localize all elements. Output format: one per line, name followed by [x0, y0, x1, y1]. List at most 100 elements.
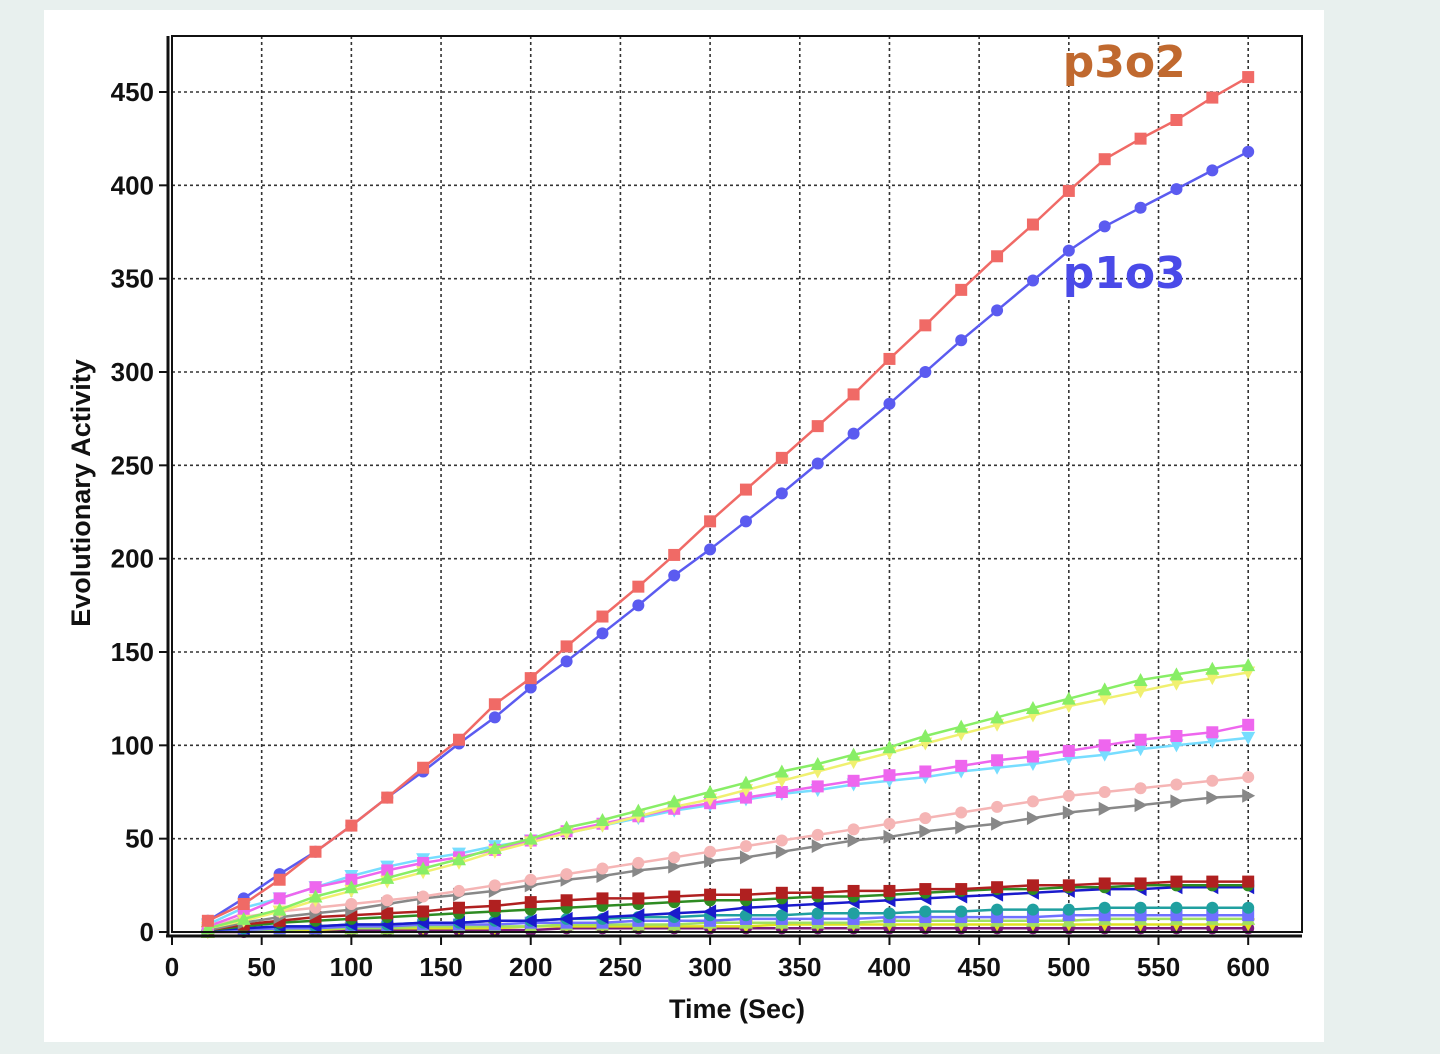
data-point: [738, 775, 753, 789]
y-axis-title: Evolutionary Activity: [66, 359, 96, 627]
data-point: [1206, 91, 1219, 104]
data-point: [1097, 692, 1112, 706]
data-point: [417, 905, 430, 918]
data-point: [883, 397, 896, 410]
data-point: [632, 580, 645, 593]
data-point: [774, 764, 789, 778]
data-point: [488, 711, 501, 724]
data-point: [1098, 739, 1111, 752]
data-point: [1169, 667, 1184, 681]
data-point: [631, 908, 645, 923]
data-point: [775, 487, 788, 500]
data-point: [847, 774, 860, 787]
data-point: [918, 729, 933, 742]
data-point: [883, 817, 896, 830]
x-tick-label: 50: [247, 952, 276, 982]
data-point: [559, 911, 573, 926]
data-point: [524, 873, 537, 886]
data-point: [1097, 748, 1112, 762]
data-point: [345, 819, 358, 832]
data-point: [990, 710, 1005, 724]
data-point: [883, 884, 896, 897]
data-point: [632, 856, 645, 869]
data-point: [668, 548, 681, 561]
data-point: [955, 820, 969, 835]
x-tick-label: 300: [688, 952, 731, 982]
data-point: [452, 901, 465, 914]
tick-labels: 0 50 100 150 200 250 300 350 400 450 500 550 600 0 50 1…: [111, 77, 1270, 982]
data-point: [739, 888, 752, 901]
data-point: [811, 839, 825, 854]
data-point: [955, 334, 968, 347]
data-point: [1134, 901, 1147, 914]
data-point: [811, 780, 824, 793]
data-point: [380, 870, 395, 884]
data-point: [1134, 733, 1147, 746]
x-tick-label: 200: [509, 952, 552, 982]
data-point: [632, 599, 645, 612]
data-point: [1098, 153, 1111, 166]
data-point: [487, 913, 501, 928]
data-point: [883, 769, 896, 782]
data-point: [309, 901, 322, 914]
data-point: [309, 881, 322, 894]
data-point: [919, 905, 932, 918]
data-point: [847, 388, 860, 401]
data-point: [1062, 805, 1076, 820]
data-point: [524, 672, 537, 685]
data-point: [1242, 771, 1255, 784]
data-point: [668, 890, 681, 903]
data-point: [1169, 739, 1184, 753]
data-point: [919, 812, 932, 825]
data-point: [1026, 795, 1039, 808]
data-point: [1170, 114, 1183, 126]
data-point: [524, 681, 537, 694]
data-point: [847, 427, 860, 440]
data-point: [955, 283, 968, 296]
data-point: [811, 457, 824, 470]
data-point: [1026, 879, 1039, 892]
data-point: [991, 800, 1004, 813]
data-point: [991, 881, 1004, 894]
plot-background: [172, 36, 1302, 932]
data-point: [1134, 877, 1147, 890]
data-point: [1097, 682, 1112, 696]
data-point: [381, 907, 394, 920]
data-point: [1205, 672, 1220, 686]
data-point: [1026, 811, 1040, 826]
data-point: [1133, 673, 1148, 686]
data-point: [847, 823, 860, 836]
chart-panel: 0 50 100 150 200 250 300 350 400 450 500 550 600 0 50 1…: [44, 10, 1324, 1042]
y-tick-label: 200: [111, 544, 154, 574]
data-point: [1062, 789, 1075, 802]
data-point: [739, 840, 752, 853]
data-point: [381, 894, 394, 907]
series-3: [200, 658, 1256, 935]
data-point: [1133, 743, 1148, 757]
data-point: [488, 899, 501, 912]
data-point: [1026, 903, 1039, 916]
data-point: [1061, 691, 1076, 705]
data-point: [883, 907, 896, 920]
data-point: [1062, 903, 1075, 916]
y-tick-label: 350: [111, 264, 154, 294]
data-point: [919, 319, 932, 332]
data-point: [451, 915, 465, 930]
data-point: [775, 909, 788, 922]
data-point: [273, 892, 286, 905]
data-point: [632, 892, 645, 905]
x-tick-label: 250: [599, 952, 642, 982]
data-point: [919, 824, 933, 839]
data-point: [919, 883, 932, 896]
data-point: [919, 366, 932, 378]
data-point: [882, 740, 897, 754]
data-point: [596, 610, 609, 623]
data-point: [1133, 685, 1148, 699]
data-point: [452, 884, 465, 897]
data-point: [1242, 901, 1255, 914]
data-point: [1170, 778, 1183, 791]
data-point: [703, 785, 718, 798]
data-point: [703, 904, 717, 919]
data-point: [847, 907, 860, 920]
y-tick-label: 100: [111, 730, 154, 760]
